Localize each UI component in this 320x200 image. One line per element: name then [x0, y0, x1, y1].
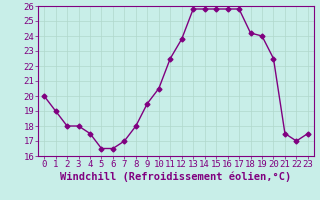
- X-axis label: Windchill (Refroidissement éolien,°C): Windchill (Refroidissement éolien,°C): [60, 172, 292, 182]
